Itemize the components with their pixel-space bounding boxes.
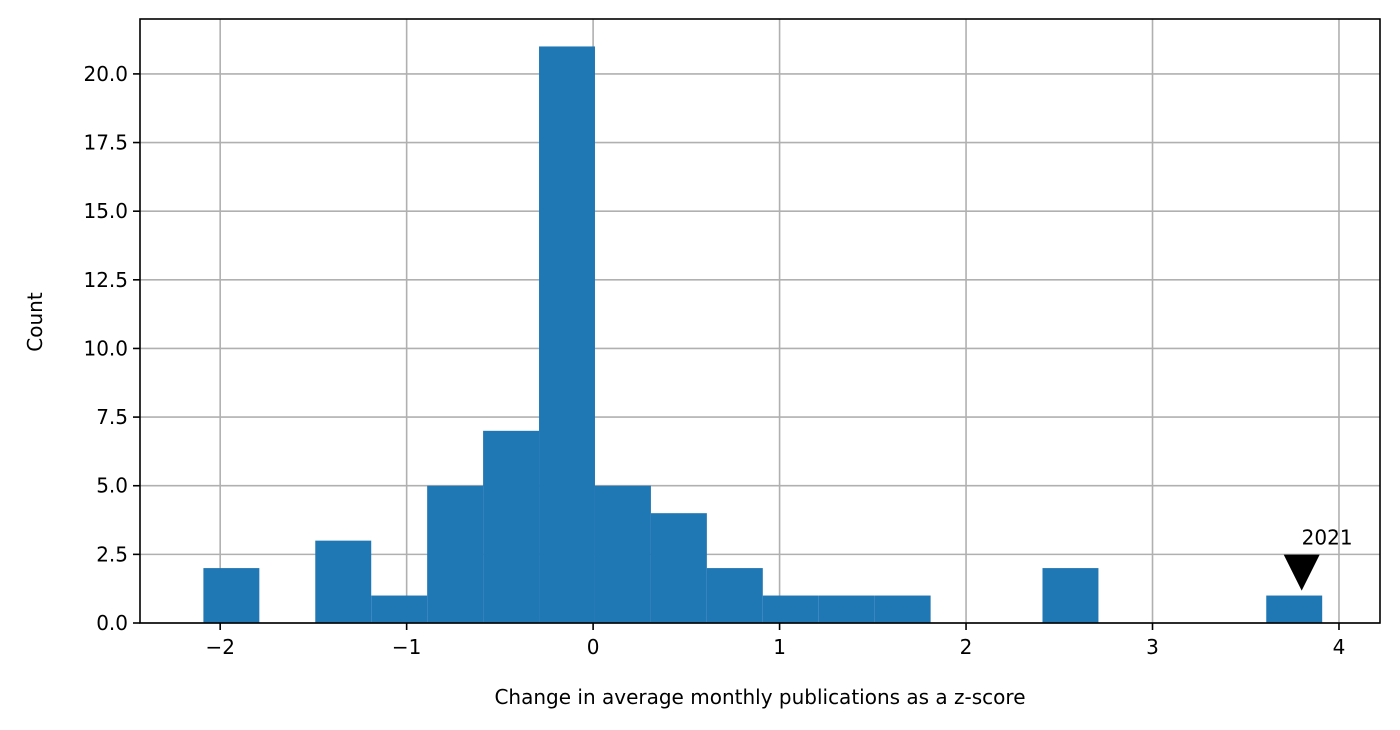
x-axis-label: Change in average monthly publications a… [494, 685, 1025, 709]
histogram-bar [1042, 568, 1099, 623]
histogram-bar [874, 595, 931, 623]
y-axis-ticks: 0.0 2.5 5.0 7.5 10.0 12.5 15.0 17.5 20.0 [83, 62, 140, 635]
x-tick-label: 1 [773, 635, 786, 659]
annotation-arrow-marker [1283, 554, 1320, 591]
y-tick-label: 20.0 [83, 62, 128, 86]
y-tick-label: 7.5 [96, 405, 128, 429]
histogram-bars [203, 46, 1323, 624]
histogram-bar [483, 430, 540, 623]
histogram-bar [371, 595, 428, 623]
histogram-bar [818, 595, 875, 623]
y-tick-label: 0.0 [96, 611, 128, 635]
histogram-bar [1266, 595, 1323, 623]
histogram-bar [650, 513, 707, 623]
x-tick-label: −1 [392, 635, 421, 659]
y-tick-label: 12.5 [83, 268, 128, 292]
histogram-bar [203, 568, 260, 623]
annotations: 2021 [1283, 526, 1353, 591]
x-tick-label: 4 [1333, 635, 1346, 659]
histogram-bar [594, 485, 651, 623]
y-tick-label: 5.0 [96, 474, 128, 498]
histogram-bar [539, 46, 595, 624]
histogram-bar [762, 595, 819, 623]
histogram-bar [315, 540, 372, 623]
plot-frame [139, 18, 1381, 624]
x-tick-label: 0 [587, 635, 600, 659]
annotation-label: 2021 [1302, 526, 1353, 550]
x-axis-ticks: −2 −1 0 1 2 3 4 [205, 623, 1345, 659]
histogram-bar [706, 568, 763, 623]
y-tick-label: 15.0 [83, 199, 128, 223]
x-tick-label: 2 [960, 635, 973, 659]
x-tick-label: −2 [205, 635, 234, 659]
y-axis-label: Count [23, 292, 47, 352]
y-tick-label: 10.0 [83, 336, 128, 360]
y-tick-label: 17.5 [83, 131, 128, 155]
histogram-bar [427, 485, 484, 623]
x-tick-label: 3 [1146, 635, 1159, 659]
y-tick-label: 2.5 [96, 542, 128, 566]
